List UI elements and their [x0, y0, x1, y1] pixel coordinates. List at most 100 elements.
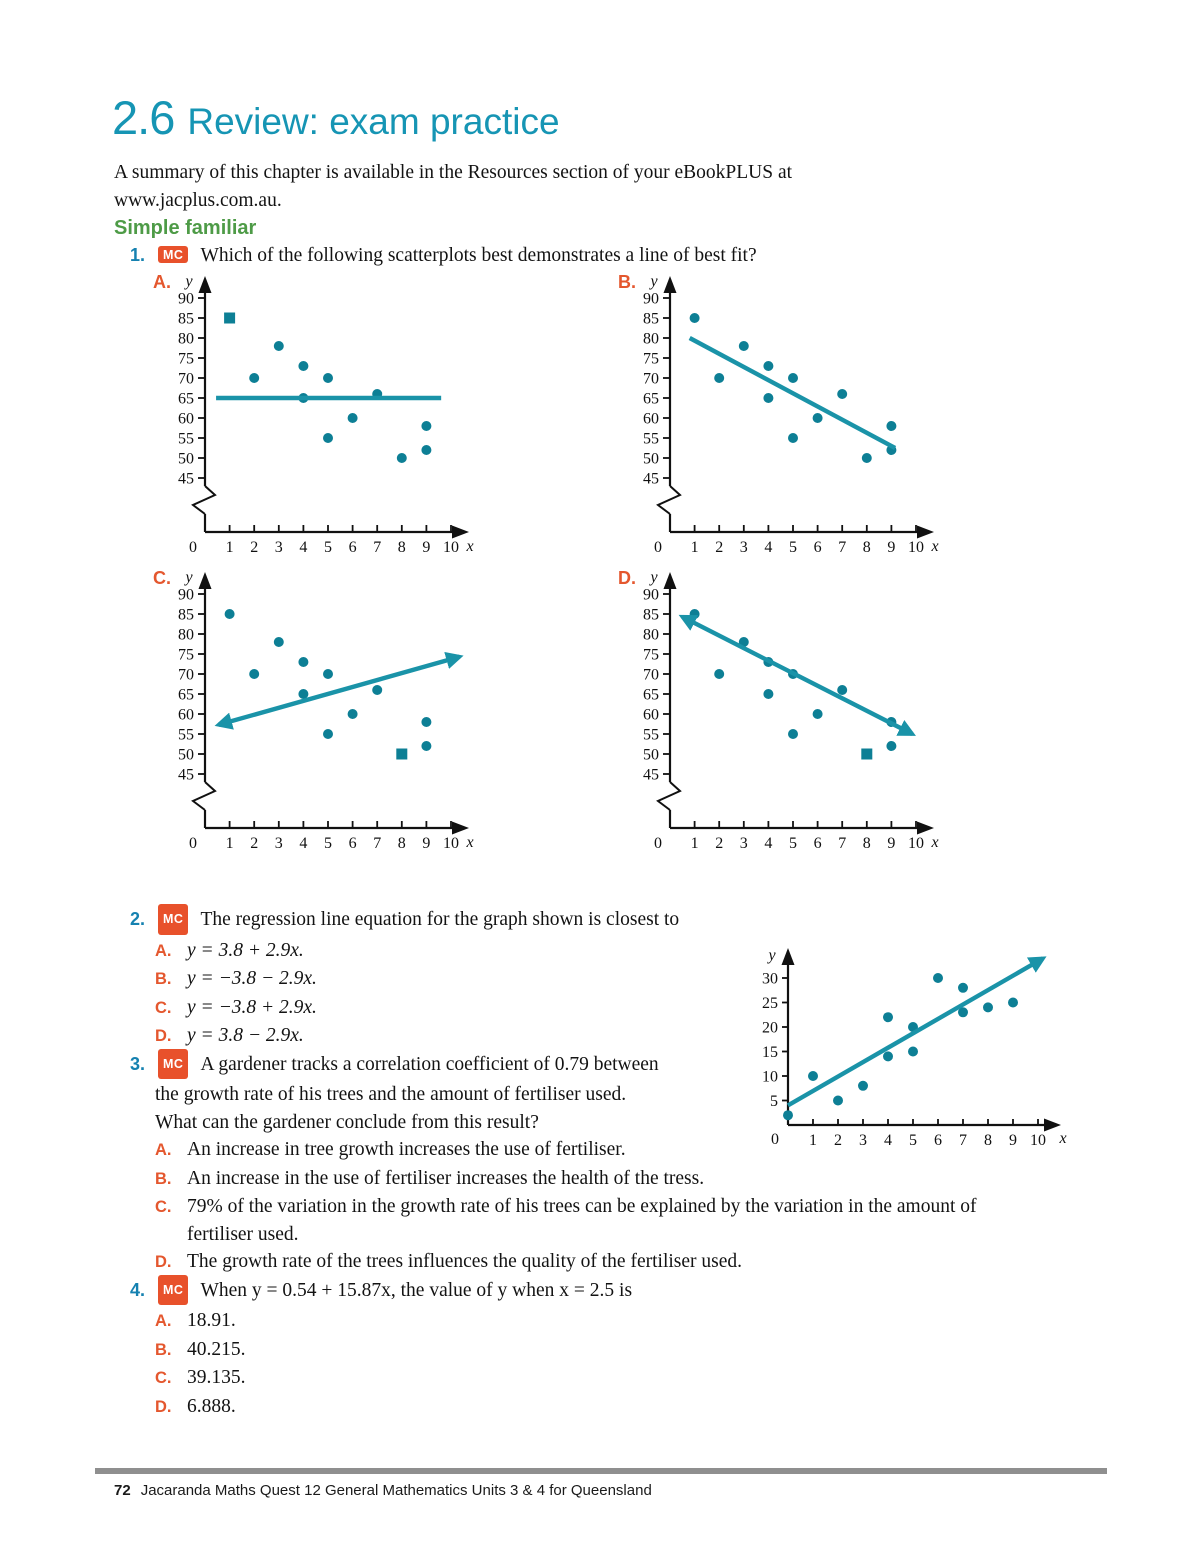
question-3-text-line-2: the growth rate of his trees and the amo… — [155, 1084, 627, 1105]
svg-text:x: x — [1058, 1130, 1066, 1147]
scatterplot-b-canvas: 45 50 55 60 65 70 75 80 85 90 1 2 3 4 5 6 7 8 9 10 0 y x — [618, 262, 950, 567]
svg-text:70: 70 — [178, 371, 194, 388]
svg-text:25: 25 — [762, 995, 778, 1012]
svg-text:3: 3 — [859, 1132, 867, 1149]
svg-text:5: 5 — [789, 539, 797, 556]
svg-text:55: 55 — [178, 727, 194, 744]
option-text: 79% of the variation in the growth rate … — [187, 1196, 977, 1245]
svg-text:80: 80 — [643, 331, 659, 348]
option-letter: C. — [155, 998, 172, 1017]
svg-text:4: 4 — [299, 835, 307, 852]
svg-text:70: 70 — [643, 371, 659, 388]
svg-text:y: y — [766, 947, 776, 964]
question-3-option-d: D. The growth rate of the trees influenc… — [130, 1248, 1135, 1277]
chart-c-label: C. — [153, 568, 171, 588]
option-text: The growth rate of the trees influences … — [187, 1251, 743, 1272]
svg-text:7: 7 — [373, 835, 381, 852]
intro-line-1: A summary of this chapter is available i… — [114, 162, 793, 183]
scatterplot-option-c: C. 45 50 55 60 65 70 75 80 85 90 1 2 3 4 5 6 7 8 9 10 0 y x — [153, 558, 485, 863]
svg-text:55: 55 — [178, 431, 194, 448]
svg-text:65: 65 — [643, 687, 659, 704]
svg-text:55: 55 — [643, 431, 659, 448]
svg-text:y: y — [183, 273, 193, 290]
svg-text:10: 10 — [443, 835, 459, 852]
chart-d-label: D. — [618, 568, 636, 588]
option-letter: B. — [155, 1169, 172, 1188]
svg-text:0: 0 — [771, 1131, 779, 1148]
svg-text:10: 10 — [762, 1069, 778, 1086]
question-1: 1. MC Which of the following scatterplot… — [130, 245, 890, 267]
svg-text:90: 90 — [178, 291, 194, 308]
svg-text:10: 10 — [908, 835, 924, 852]
svg-text:50: 50 — [643, 747, 659, 764]
svg-text:1: 1 — [691, 539, 699, 556]
svg-text:75: 75 — [178, 351, 194, 368]
svg-text:5: 5 — [324, 539, 332, 556]
svg-text:8: 8 — [398, 835, 406, 852]
svg-text:9: 9 — [422, 539, 430, 556]
question-2-scatterplot: 5 10 15 20 25 30 1 2 3 4 5 6 7 8 9 10 0 y x — [742, 933, 1096, 1172]
question-2-text: The regression line equation for the gra… — [200, 909, 680, 930]
footer-text: Jacaranda Maths Quest 12 General Mathema… — [140, 1482, 652, 1499]
option-text: 18.91. — [187, 1310, 236, 1331]
question-3-option-b: B. An increase in the use of fertiliser … — [130, 1165, 1135, 1194]
svg-text:90: 90 — [643, 587, 659, 604]
svg-text:85: 85 — [643, 607, 659, 624]
svg-text:1: 1 — [226, 835, 234, 852]
svg-text:6: 6 — [934, 1132, 942, 1149]
svg-text:4: 4 — [299, 539, 307, 556]
svg-text:6: 6 — [349, 539, 357, 556]
question-2-option-d: D. y = 3.8 − 2.9x. — [130, 1022, 1135, 1051]
svg-text:10: 10 — [443, 539, 459, 556]
svg-text:0: 0 — [189, 539, 197, 556]
option-letter: B. — [155, 970, 172, 988]
svg-text:60: 60 — [643, 707, 659, 724]
question-4-option-b: B. 40.215. — [130, 1336, 1135, 1365]
question-4-option-d: D. 6.888. — [130, 1393, 1135, 1422]
option-text: y = −3.8 + 2.9x. — [187, 996, 317, 1018]
svg-text:3: 3 — [740, 539, 748, 556]
svg-text:0: 0 — [189, 835, 197, 852]
chart-a-label: A. — [153, 272, 171, 292]
svg-text:70: 70 — [643, 667, 659, 684]
question-2-number: 2. — [130, 909, 146, 929]
question-4-option-c: C. 39.135. — [130, 1364, 1135, 1393]
option-text: An increase in the use of fertiliser inc… — [187, 1167, 705, 1189]
svg-text:4: 4 — [884, 1132, 892, 1149]
svg-text:2: 2 — [250, 539, 258, 556]
scatterplot-c-canvas: 45 50 55 60 65 70 75 80 85 90 1 2 3 4 5 6 7 8 9 10 0 y x — [153, 558, 485, 863]
svg-text:5: 5 — [770, 1093, 778, 1110]
scatterplot-option-b: B. 45 50 55 60 65 70 75 80 85 90 1 2 3 4 5 6 7 8 9 10 0 y x — [618, 262, 950, 567]
question-1-number: 1. — [130, 245, 146, 265]
svg-text:65: 65 — [178, 391, 194, 408]
question-4-text: When y = 0.54 + 15.87x, the value of y w… — [200, 1279, 633, 1301]
svg-text:1: 1 — [226, 539, 234, 556]
scatterplot-a-canvas: 45 50 55 60 65 70 75 80 85 90 1 2 3 4 5 6 7 8 9 10 0 y x — [153, 262, 485, 567]
svg-text:85: 85 — [178, 311, 194, 328]
svg-text:x: x — [465, 834, 473, 851]
svg-text:4: 4 — [764, 539, 772, 556]
option-letter: D. — [155, 1027, 172, 1045]
svg-text:5: 5 — [324, 835, 332, 852]
svg-text:y: y — [648, 273, 658, 290]
svg-text:y: y — [183, 569, 193, 586]
svg-text:3: 3 — [275, 835, 283, 852]
svg-text:45: 45 — [178, 767, 194, 784]
mc-badge: MC — [158, 904, 189, 935]
option-text: y = 3.8 − 2.9x. — [187, 1025, 304, 1046]
svg-text:80: 80 — [178, 627, 194, 644]
svg-text:8: 8 — [863, 835, 871, 852]
svg-text:0: 0 — [654, 835, 662, 852]
svg-text:5: 5 — [789, 835, 797, 852]
option-text: 39.135. — [187, 1367, 246, 1388]
svg-text:x: x — [930, 834, 938, 851]
svg-text:7: 7 — [838, 539, 846, 556]
mc-badge: MC — [158, 246, 189, 263]
svg-text:x: x — [465, 538, 473, 555]
svg-text:6: 6 — [814, 539, 822, 556]
svg-text:30: 30 — [762, 971, 778, 988]
intro-line-2: www.jacplus.com.au. — [114, 189, 282, 211]
question-4-number: 4. — [130, 1279, 146, 1300]
svg-text:20: 20 — [762, 1020, 778, 1037]
svg-text:55: 55 — [643, 727, 659, 744]
